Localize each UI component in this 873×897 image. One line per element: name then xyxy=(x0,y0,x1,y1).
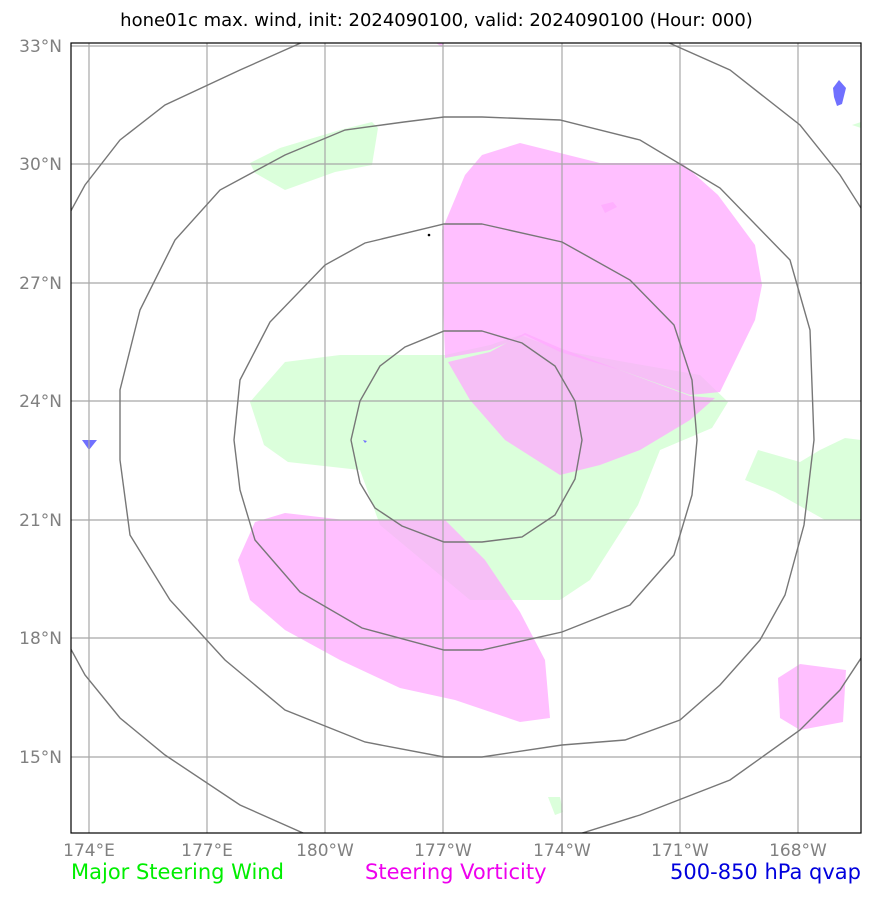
lon-label-168w: 168°W xyxy=(769,841,827,861)
lon-labels: 174°E 177°E 180°W 177°W 174°W 171°W 168°… xyxy=(63,841,827,861)
plot-frame xyxy=(70,42,862,834)
qvap-area-center xyxy=(363,440,367,443)
lon-label-177e: 177°E xyxy=(181,841,233,861)
lon-label-171w: 171°W xyxy=(651,841,709,861)
lon-label-177w: 177°W xyxy=(414,841,472,861)
plot-area xyxy=(71,43,861,833)
lon-label-180w: 180°W xyxy=(296,841,354,861)
vorticity-area-small-north xyxy=(601,202,617,213)
lat-labels: 33°N 30°N 27°N 24°N 21°N 18°N 15°N xyxy=(19,37,62,768)
steering-wind-area-east xyxy=(745,438,861,520)
range-rings xyxy=(71,43,861,833)
steering-wind-area-far-east xyxy=(852,122,861,128)
lat-label-30n: 30°N xyxy=(19,155,62,175)
legend-qvap: 500-850 hPa qvap xyxy=(670,860,861,884)
lat-label-18n: 18°N xyxy=(19,629,62,649)
vorticity-area-central-overlap xyxy=(448,333,715,475)
range-ring-1 xyxy=(350,330,583,543)
vorticity-area-south xyxy=(238,513,550,722)
lon-label-174w: 174°W xyxy=(533,841,591,861)
lat-label-21n: 21°N xyxy=(19,511,62,531)
lat-label-33n: 33°N xyxy=(19,37,62,57)
legend-steering-vorticity: Steering Vorticity xyxy=(365,860,547,884)
vorticity-area-north xyxy=(442,143,762,395)
legend-steering-wind: Major Steering Wind xyxy=(71,860,284,884)
storm-center-marker xyxy=(427,233,431,237)
lat-label-27n: 27°N xyxy=(19,274,62,294)
range-ring-4 xyxy=(71,43,861,833)
lat-label-24n: 24°N xyxy=(19,392,62,412)
steering-wind-area-northwest xyxy=(250,122,378,190)
steering-wind-area-south xyxy=(548,797,563,815)
range-ring-3 xyxy=(119,116,815,758)
vorticity-area-southeast xyxy=(778,664,846,730)
steering-vorticity-areas xyxy=(238,43,846,730)
lon-label-174e: 174°E xyxy=(63,841,115,861)
lat-label-15n: 15°N xyxy=(19,748,62,768)
qvap-area-northeast xyxy=(833,80,846,106)
range-ring-2 xyxy=(233,223,698,651)
map-title: hone01c max. wind, init: 2024090100, val… xyxy=(120,10,753,31)
